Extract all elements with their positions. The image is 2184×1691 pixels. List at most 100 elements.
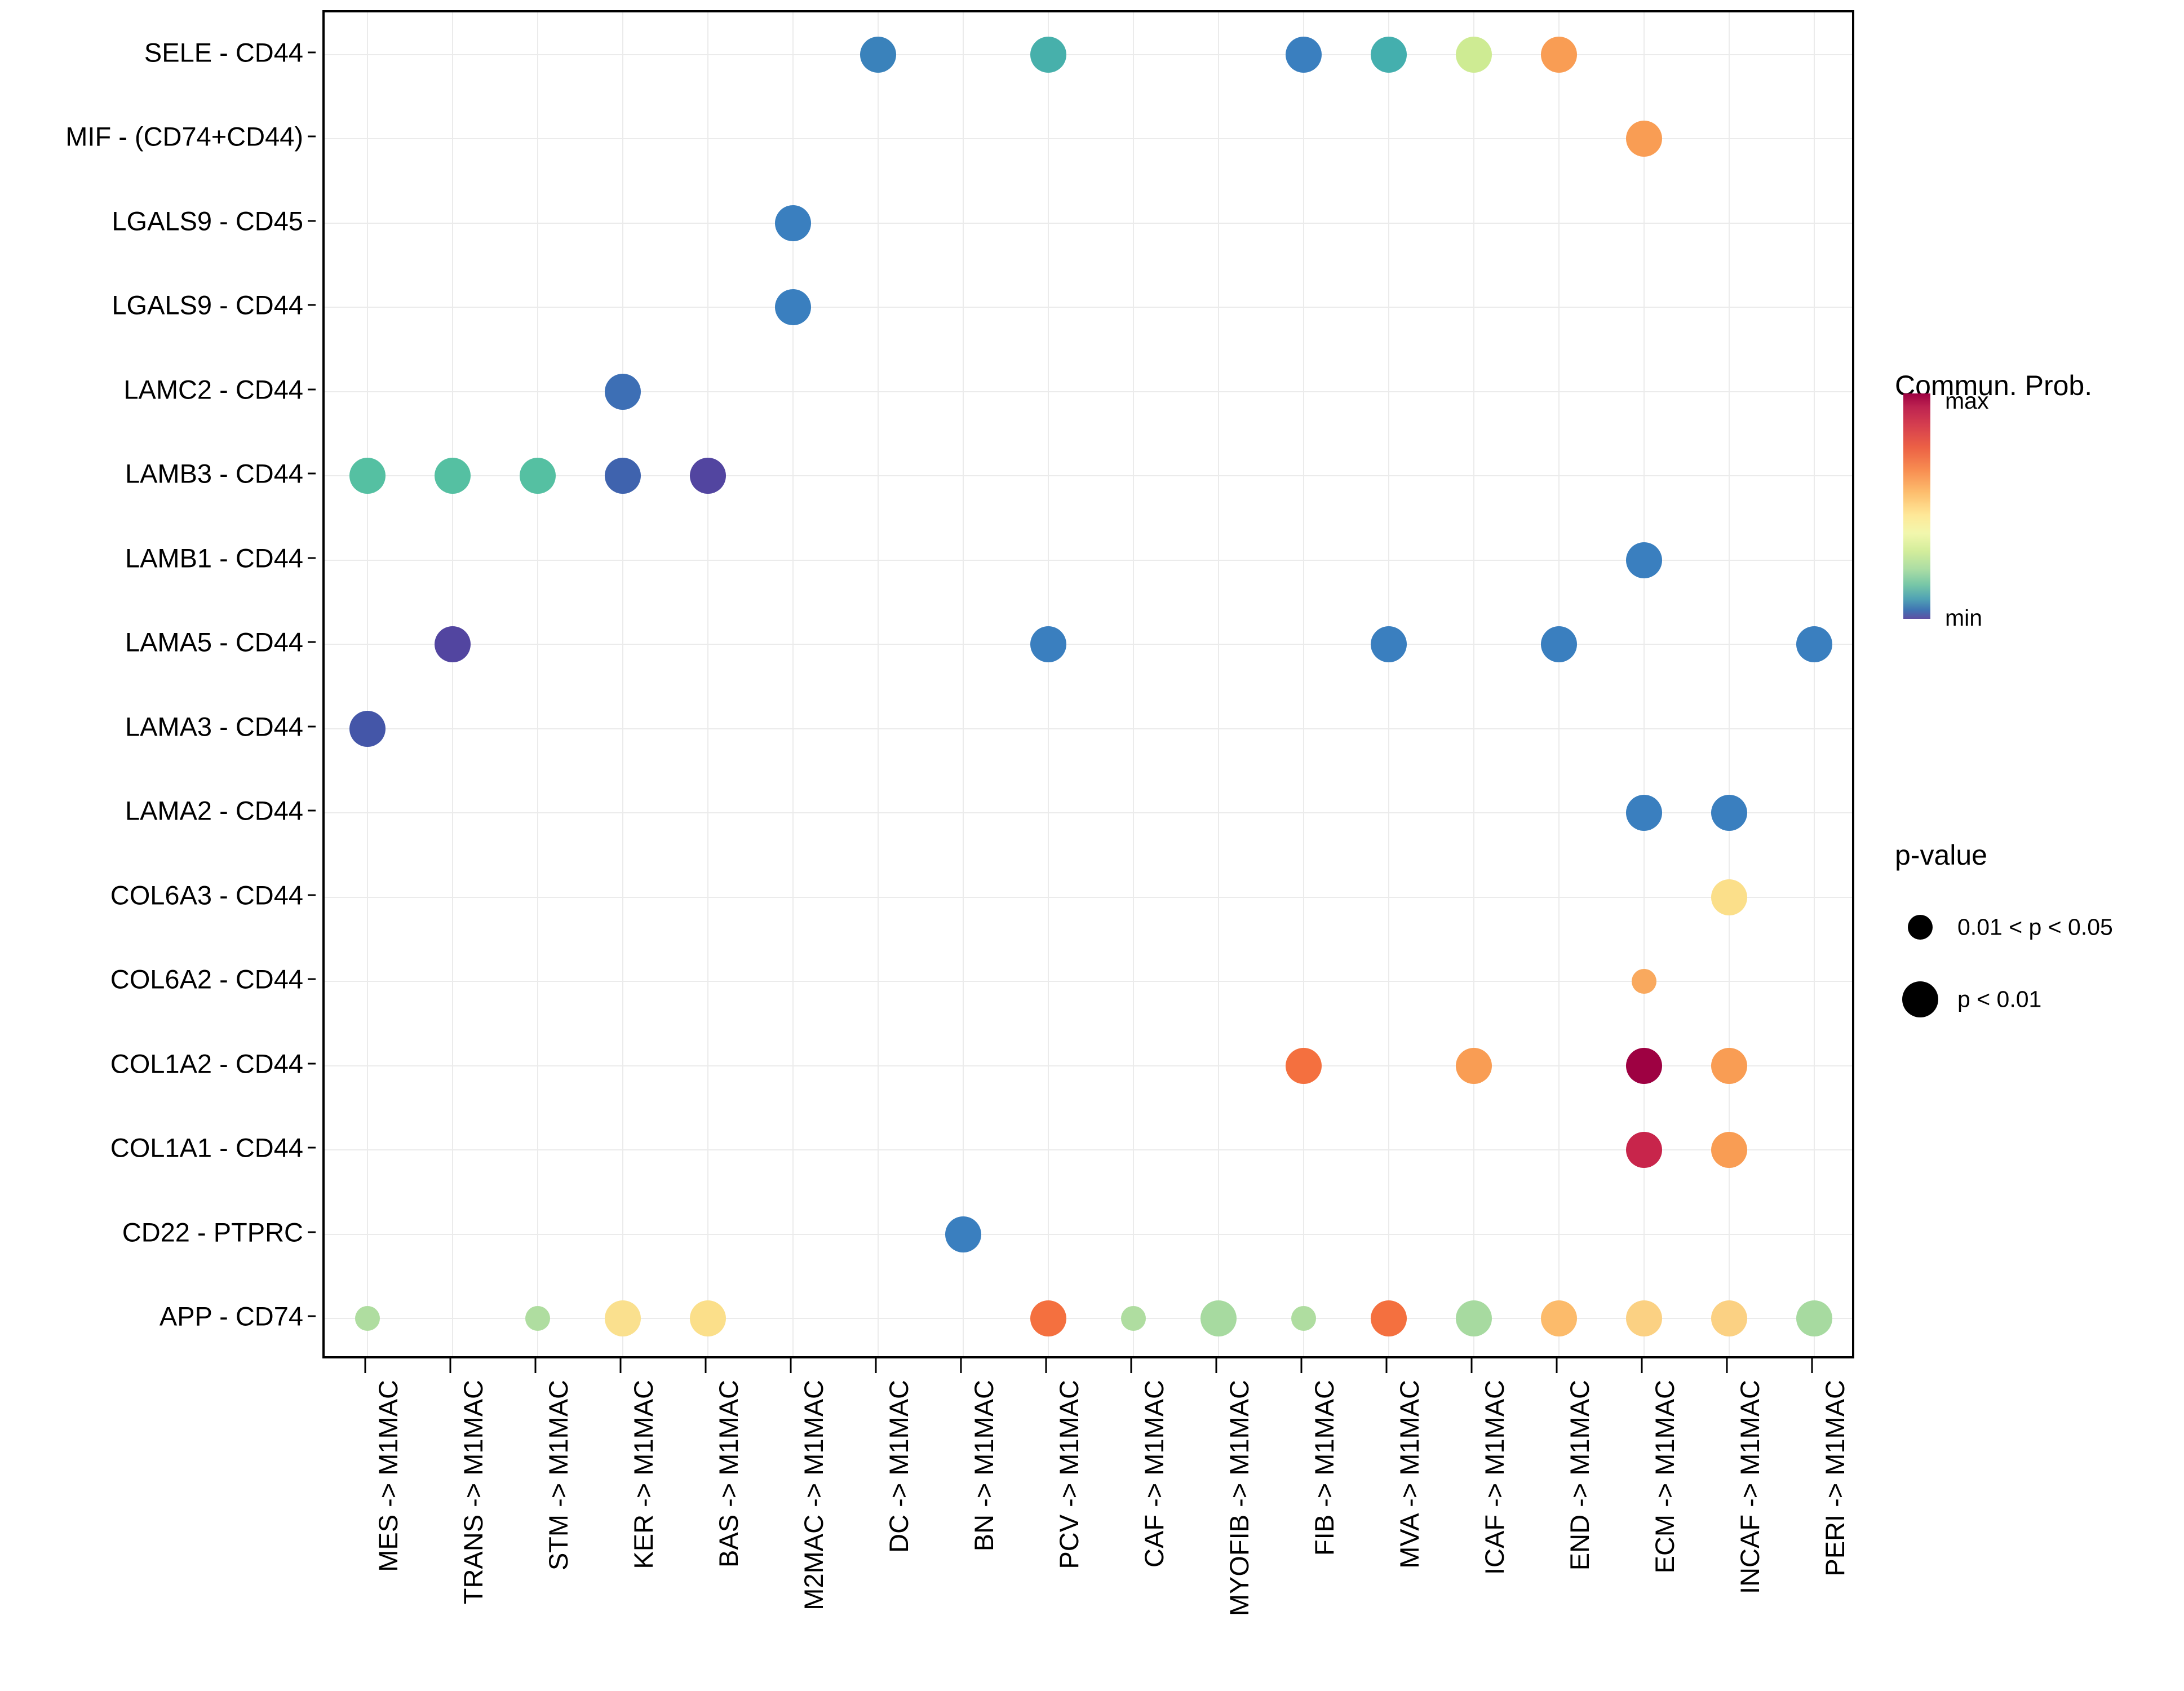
data-point[interactable] bbox=[1711, 879, 1747, 915]
data-point[interactable] bbox=[1711, 1300, 1747, 1337]
data-point[interactable] bbox=[1200, 1300, 1237, 1337]
data-point[interactable] bbox=[1625, 542, 1662, 578]
data-point[interactable] bbox=[689, 1300, 726, 1337]
data-point[interactable] bbox=[1711, 795, 1747, 831]
data-point[interactable] bbox=[1625, 1300, 1662, 1337]
y-tick-mark bbox=[308, 135, 316, 138]
x-tick-label: CAF -> M1MAC bbox=[1138, 1380, 1169, 1568]
data-point[interactable] bbox=[1626, 879, 1662, 915]
horizontal-gridline bbox=[325, 1233, 1852, 1235]
data-point[interactable] bbox=[1370, 626, 1407, 663]
vertical-gridline bbox=[537, 12, 538, 1356]
horizontal-gridline bbox=[325, 138, 1852, 140]
data-point[interactable] bbox=[1625, 121, 1662, 157]
vertical-gridline bbox=[1813, 12, 1815, 1356]
size-legend-dot bbox=[1902, 981, 1938, 1017]
data-point[interactable] bbox=[1291, 1306, 1316, 1331]
x-tick-label: BN -> M1MAC bbox=[968, 1380, 999, 1552]
data-point[interactable] bbox=[604, 373, 641, 410]
data-point[interactable] bbox=[604, 1300, 641, 1337]
data-point[interactable] bbox=[689, 458, 726, 494]
y-tick-label: LGALS9 - CD44 bbox=[112, 290, 303, 320]
horizontal-gridline bbox=[325, 1065, 1852, 1066]
data-point[interactable] bbox=[1455, 36, 1492, 73]
data-point[interactable] bbox=[1455, 1047, 1492, 1084]
data-point[interactable] bbox=[525, 1306, 550, 1331]
plot-panel bbox=[322, 10, 1854, 1358]
vertical-gridline bbox=[877, 12, 879, 1356]
size-legend-title: p-value bbox=[1895, 839, 1987, 871]
data-point[interactable] bbox=[604, 458, 641, 494]
data-point[interactable] bbox=[434, 458, 471, 494]
colourbar bbox=[1903, 393, 1930, 619]
data-point[interactable] bbox=[1796, 626, 1832, 663]
y-tick-mark bbox=[308, 978, 316, 980]
x-tick-label: MYOFIB -> M1MAC bbox=[1224, 1380, 1254, 1617]
data-point[interactable] bbox=[1030, 626, 1066, 663]
vertical-gridline bbox=[1728, 12, 1730, 1356]
data-point[interactable] bbox=[1370, 1300, 1407, 1337]
data-point[interactable] bbox=[1120, 1306, 1146, 1331]
data-point[interactable] bbox=[860, 36, 896, 73]
vertical-gridline bbox=[1388, 12, 1389, 1356]
vertical-gridline bbox=[1643, 12, 1645, 1356]
y-tick-mark bbox=[308, 725, 316, 728]
data-point[interactable] bbox=[1540, 1300, 1577, 1337]
y-tick-label: COL1A1 - CD44 bbox=[110, 1132, 303, 1163]
x-tick-mark bbox=[1811, 1358, 1813, 1373]
x-axis: MES -> M1MAC TRANS -> M1MAC STM -> M1MAC KE… bbox=[322, 1358, 1854, 1674]
data-point[interactable] bbox=[349, 458, 386, 494]
data-point[interactable] bbox=[1030, 1300, 1066, 1337]
data-point[interactable] bbox=[1540, 36, 1577, 73]
y-tick-mark bbox=[308, 388, 316, 391]
data-point[interactable] bbox=[1711, 1132, 1747, 1168]
data-point[interactable] bbox=[774, 289, 811, 326]
x-tick-mark bbox=[364, 1358, 366, 1373]
horizontal-gridline bbox=[325, 896, 1852, 898]
data-point[interactable] bbox=[1625, 1047, 1662, 1084]
vertical-gridline bbox=[451, 12, 453, 1356]
x-tick-label: M2MAC -> M1MAC bbox=[798, 1380, 829, 1610]
data-point[interactable] bbox=[355, 1306, 380, 1331]
vertical-gridline bbox=[622, 12, 623, 1356]
x-tick-mark bbox=[1641, 1358, 1642, 1373]
data-point[interactable] bbox=[1625, 1132, 1662, 1168]
data-point[interactable] bbox=[1796, 1300, 1832, 1337]
data-point[interactable] bbox=[1455, 1300, 1492, 1337]
y-tick-mark bbox=[308, 1231, 316, 1233]
y-tick-mark bbox=[308, 220, 316, 222]
vertical-gridline bbox=[1558, 12, 1560, 1356]
vertical-gridline bbox=[707, 12, 708, 1356]
x-tick-mark bbox=[960, 1358, 962, 1373]
y-tick-label: APP - CD74 bbox=[159, 1301, 303, 1331]
y-tick-label: LAMC2 - CD44 bbox=[123, 374, 303, 405]
x-tick-mark bbox=[1385, 1358, 1387, 1373]
vertical-gridline bbox=[792, 12, 794, 1356]
y-tick-label: COL6A2 - CD44 bbox=[110, 964, 303, 994]
x-tick-label: BAS -> M1MAC bbox=[713, 1380, 743, 1568]
data-point[interactable] bbox=[1285, 36, 1322, 73]
x-tick-label: PCV -> M1MAC bbox=[1053, 1380, 1084, 1569]
vertical-gridline bbox=[962, 12, 964, 1356]
data-point[interactable] bbox=[774, 205, 811, 241]
data-point[interactable] bbox=[349, 710, 386, 747]
y-tick-mark bbox=[308, 557, 316, 559]
data-point[interactable] bbox=[1625, 795, 1662, 831]
data-point[interactable] bbox=[1030, 36, 1066, 73]
x-tick-mark bbox=[534, 1358, 536, 1373]
y-tick-label: LGALS9 - CD45 bbox=[112, 206, 303, 236]
data-point[interactable] bbox=[1285, 1047, 1322, 1084]
data-point[interactable] bbox=[434, 626, 471, 663]
horizontal-gridline bbox=[325, 1149, 1852, 1151]
data-point[interactable] bbox=[1370, 36, 1407, 73]
y-tick-mark bbox=[308, 1146, 316, 1149]
data-point[interactable] bbox=[519, 458, 556, 494]
y-tick-label: COL1A2 - CD44 bbox=[110, 1048, 303, 1079]
data-point[interactable] bbox=[1631, 969, 1656, 994]
data-point[interactable] bbox=[945, 1216, 981, 1252]
data-point[interactable] bbox=[1540, 626, 1577, 663]
y-tick-mark bbox=[308, 641, 316, 643]
vertical-gridline bbox=[1473, 12, 1474, 1356]
data-point[interactable] bbox=[1711, 1047, 1747, 1084]
size-legend-key: 0.01 < p < 0.05 bbox=[1891, 902, 2184, 953]
